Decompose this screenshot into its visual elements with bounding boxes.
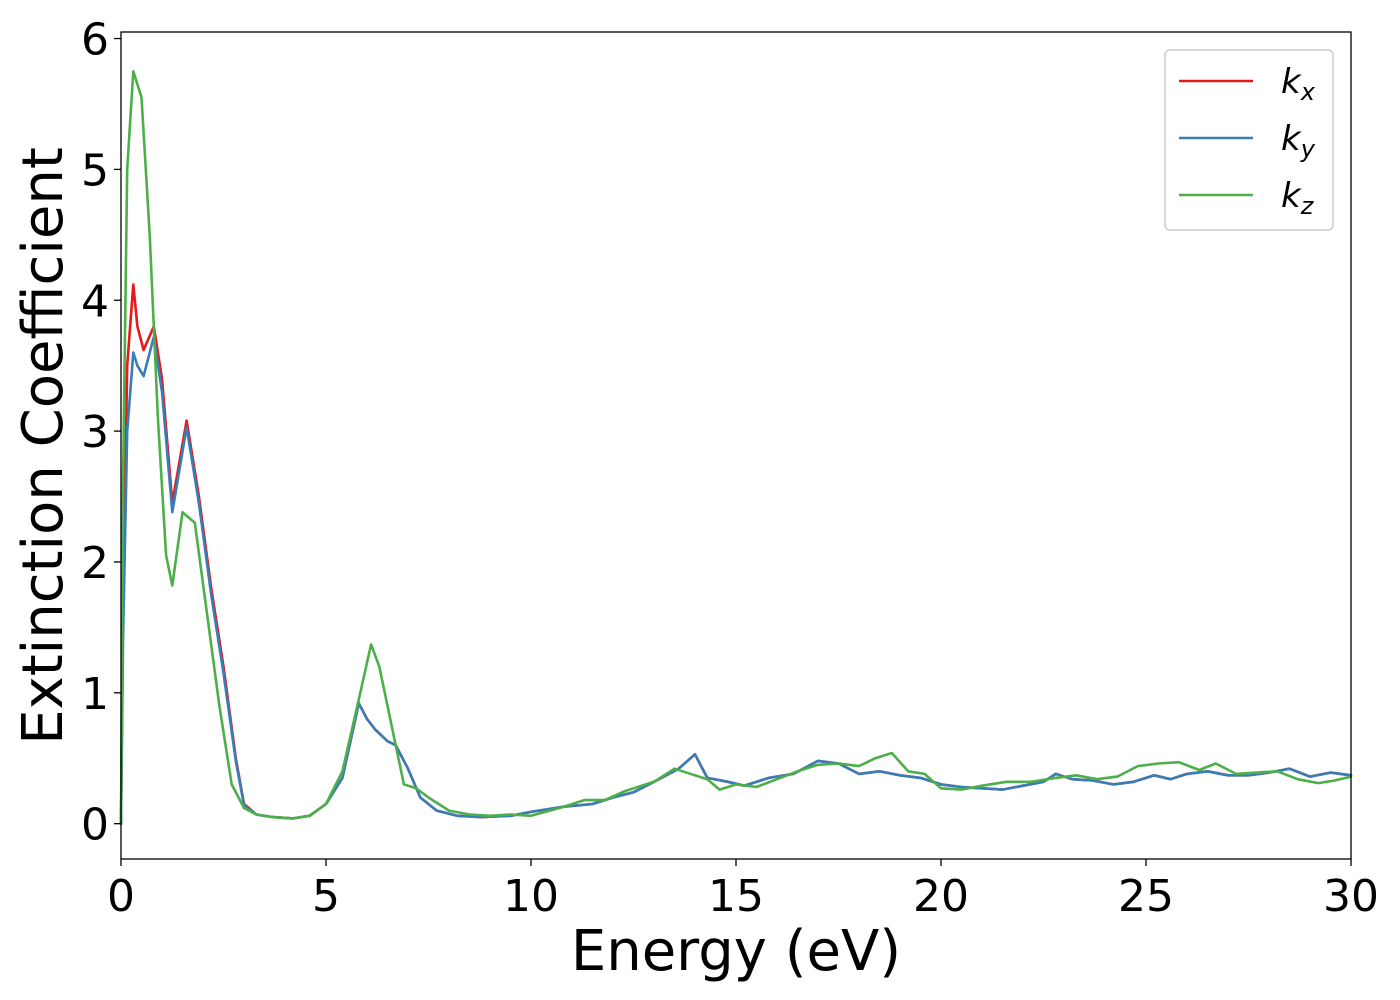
series-line-k-z bbox=[119, 70, 1353, 825]
legend-box bbox=[1164, 49, 1334, 231]
y-axis-title: Extinction Coefficient bbox=[11, 147, 76, 745]
x-tick-label: 25 bbox=[1118, 871, 1174, 922]
x-tick-label: 20 bbox=[913, 871, 969, 922]
x-axis-title: Energy (eV) bbox=[571, 919, 901, 984]
y-axis: 0 1 2 3 4 5 6 bbox=[81, 15, 121, 851]
x-tick-label: 5 bbox=[312, 871, 340, 922]
legend-label-x: kx bbox=[1281, 62, 1316, 106]
legend: kx ky kz bbox=[1164, 49, 1334, 231]
series-line-k-y bbox=[119, 335, 1353, 825]
y-tick-label: 2 bbox=[81, 538, 109, 589]
x-tick-label: 0 bbox=[107, 871, 135, 922]
y-tick-label: 4 bbox=[81, 276, 109, 327]
x-tick-label: 30 bbox=[1323, 871, 1379, 922]
x-tick-label: 15 bbox=[708, 871, 764, 922]
y-tick-label: 0 bbox=[81, 800, 109, 851]
y-tick-label: 5 bbox=[81, 145, 109, 196]
series-line-k-x bbox=[119, 283, 1353, 825]
series-layer bbox=[119, 70, 1353, 825]
x-tick-label: 10 bbox=[503, 871, 559, 922]
legend-label-y: ky bbox=[1281, 119, 1316, 163]
legend-label-z: kz bbox=[1281, 176, 1315, 220]
x-axis: 0 5 10 15 20 25 30 bbox=[107, 859, 1379, 922]
y-tick-label: 6 bbox=[81, 15, 109, 66]
y-tick-label: 3 bbox=[81, 407, 109, 458]
y-tick-label: 1 bbox=[81, 669, 109, 720]
